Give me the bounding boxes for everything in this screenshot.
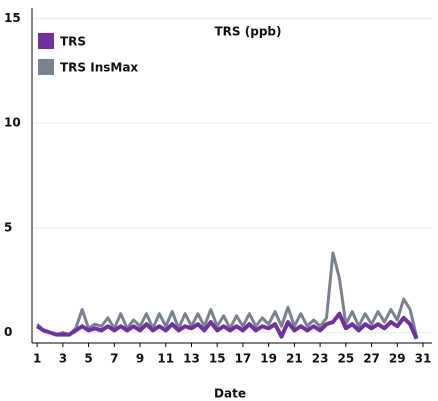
chart-title: TRS (ppb) [215, 25, 282, 39]
x-tick-label: 3 [59, 352, 67, 366]
legend-swatch [38, 59, 54, 75]
x-tick-label: 5 [84, 352, 92, 366]
x-tick-label: 31 [415, 352, 432, 366]
x-tick-label: 11 [157, 352, 174, 366]
x-tick-label: 1 [33, 352, 41, 366]
legend-swatch [38, 33, 54, 49]
x-tick-label: 21 [286, 352, 303, 366]
x-tick-label: 19 [260, 352, 277, 366]
x-tick-label: 15 [209, 352, 226, 366]
y-tick-label: 0 [4, 325, 12, 339]
legend-label: TRS [60, 35, 86, 49]
line-series [36, 311, 419, 340]
x-tick-label: 27 [363, 352, 380, 366]
x-axis-label: Date [214, 387, 246, 401]
x-tick-label: 13 [183, 352, 200, 366]
x-tick-label: 23 [312, 352, 329, 366]
x-tick-label: 25 [337, 352, 354, 366]
y-tick-label: 10 [4, 116, 21, 130]
y-tick-label: 5 [4, 220, 12, 234]
line-series [36, 251, 419, 338]
x-tick-label: 9 [136, 352, 144, 366]
legend-label: TRS InsMax [60, 61, 138, 75]
x-tick-label: 17 [235, 352, 252, 366]
y-tick-label: 15 [4, 11, 21, 25]
x-tick-label: 29 [389, 352, 406, 366]
x-tick-label: 7 [110, 352, 118, 366]
